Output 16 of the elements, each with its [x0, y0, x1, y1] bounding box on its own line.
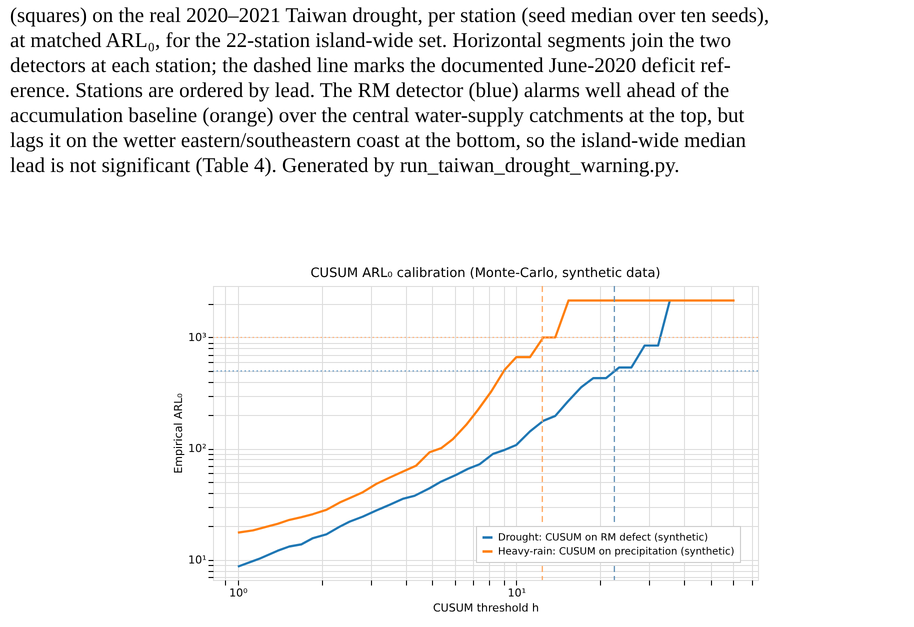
text: accumulation baseline (orange) over the central water-supply catchments at the top, but: [10, 103, 744, 127]
y-tick-label: 10³: [188, 330, 206, 344]
text: erence. Stations are ordered by lead. The RM detector (blue) alarms well ahead of the: [10, 78, 730, 102]
text: (squares) on the real 2020–2021 Taiwan drought, per station (seed median over ten seeds),: [10, 3, 770, 27]
text: lags it on the wetter eastern/southeastern coast at the bottom, so the island-wide median: [10, 128, 746, 152]
legend-label: Drought: CUSUM on RM defect (synthetic): [498, 532, 708, 544]
y-tick-label: 10¹: [188, 553, 206, 566]
y-axis-title: Empirical ARL₀: [172, 392, 186, 474]
x-tick-label: 10⁰: [229, 586, 248, 600]
chart-title: CUSUM ARL₀ calibration (Monte-Carlo, synthetic data): [310, 266, 661, 281]
x-axis-title: CUSUM threshold h: [432, 602, 540, 614]
text: lead is not significant (Table 4). Generated by run_taiwan_drought_warning.py.: [10, 153, 680, 177]
y-tick-label: 10²: [188, 442, 206, 456]
text: detectors at each station; the dashed line marks the documented June-2020 deficit ref-: [10, 53, 731, 77]
legend-label: Heavy-rain: CUSUM on precipitation (synthetic): [498, 546, 735, 558]
text: at matched ARL₀, for the 22-station island-wide set. Horizontal segments join the two: [10, 28, 732, 52]
